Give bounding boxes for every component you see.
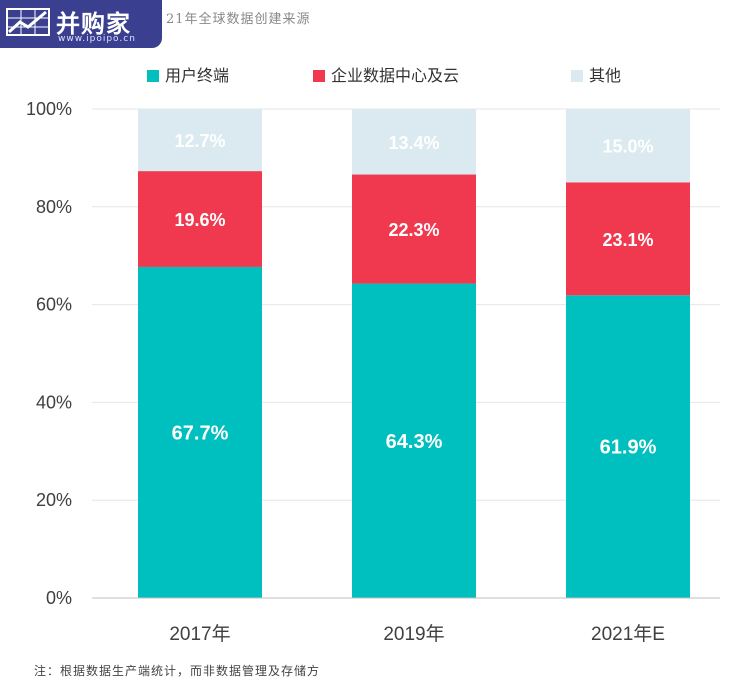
legend-swatch xyxy=(313,70,325,82)
y-tick-label: 80% xyxy=(36,197,72,217)
data-label: 19.6% xyxy=(174,210,225,230)
data-label: 12.7% xyxy=(174,131,225,151)
data-label: 61.9% xyxy=(600,437,657,459)
data-label: 67.7% xyxy=(172,422,229,444)
x-tick-label: 2021年E xyxy=(591,623,665,645)
legend-item-enterprise-cloud: 企业数据中心及云 xyxy=(313,62,459,86)
brand-url: www.ipoipo.cn xyxy=(58,34,136,44)
x-tick-label: 2019年 xyxy=(383,623,444,645)
y-tick-label: 40% xyxy=(36,392,72,412)
chart-title: 21年全球数据创建来源 xyxy=(166,12,311,27)
y-tick-label: 0% xyxy=(46,588,72,608)
bar-segment xyxy=(566,182,690,296)
bar-segment xyxy=(352,174,476,284)
y-tick-label: 20% xyxy=(36,490,72,510)
legend-item-other: 其他 xyxy=(571,62,621,86)
brand-logo: 并购家 www.ipoipo.cn xyxy=(0,0,162,48)
bar-segment xyxy=(138,266,262,598)
bar-segment xyxy=(138,109,262,172)
bar-segment xyxy=(352,109,476,175)
data-label: 15.0% xyxy=(602,137,653,157)
stacked-bar-chart: 67.7% 19.6% 12.7% 64.3% 22.3% 13.4% 61.9% 23.1%… xyxy=(26,99,720,645)
data-label: 64.3% xyxy=(386,431,443,453)
brand-name: 并购家 xyxy=(56,10,131,38)
chart-legend: 用户终端 企业数据中心及云 其他 xyxy=(0,62,740,85)
chart-trend-icon xyxy=(6,8,50,36)
x-tick-label: 2017年 xyxy=(169,623,230,645)
legend-label: 企业数据中心及云 xyxy=(331,68,460,85)
axis-layer: 0% 20% 40% 60% 80% 100% 2017年 2019年 2021年E xyxy=(26,99,720,645)
data-label: 23.1% xyxy=(602,230,653,250)
bar-segment xyxy=(566,295,690,598)
footnote: 注：根据数据生产端统计，而非数据管理及存储方 xyxy=(34,664,321,678)
y-tick-label: 60% xyxy=(36,295,72,315)
y-tick-label: 100% xyxy=(26,99,72,119)
data-label: 13.4% xyxy=(388,133,439,153)
legend-swatch xyxy=(571,70,583,82)
bars-layer xyxy=(138,109,690,598)
bar-segment xyxy=(138,171,262,267)
legend-label: 其他 xyxy=(589,68,622,85)
bar-segment xyxy=(352,283,476,598)
legend-swatch xyxy=(147,70,159,82)
labels-layer: 67.7% 19.6% 12.7% 64.3% 22.3% 13.4% 61.9% 23.1%… xyxy=(172,131,657,459)
bar-segment xyxy=(566,109,690,183)
legend-label: 用户终端 xyxy=(165,68,230,85)
data-label: 22.3% xyxy=(388,220,439,240)
legend-item-user-terminal: 用户终端 xyxy=(147,62,229,86)
